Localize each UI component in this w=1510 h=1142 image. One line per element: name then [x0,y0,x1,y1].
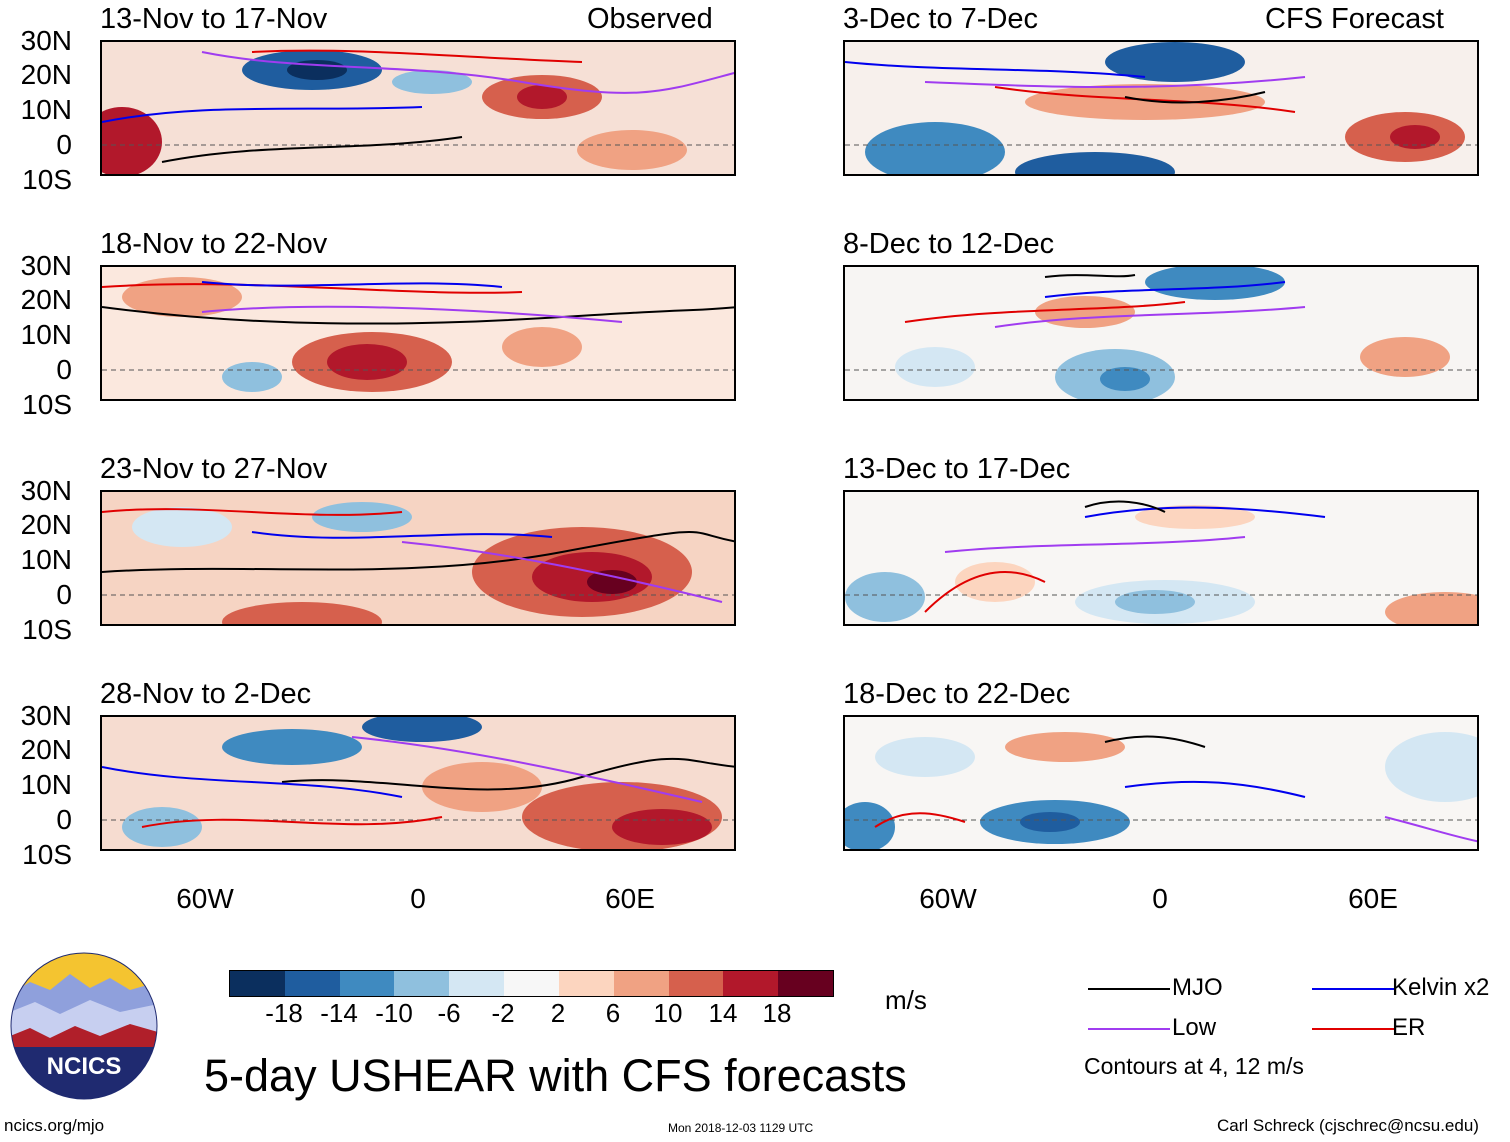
y-tick-label: 30N [20,250,72,281]
colorbar-tick: -18 [265,998,303,1028]
panel-title-fcst-1: 3-Dec to 7-Dec [843,3,1039,35]
y-tick-label: 30N [20,25,72,56]
panel-title-fcst-4: 18-Dec to 22-Dec [843,678,1071,710]
y-tick-label: 10S [22,839,72,870]
map-panel-obs-2 [100,265,736,401]
credit: Carl Schreck (cjschrec@ncsu.edu) [1217,1116,1479,1135]
colorbar-swatch [504,971,559,996]
colorbar-swatch [394,971,450,996]
colorbar-swatch [284,971,340,996]
timestamp: Mon 2018-12-03 1129 UTC [668,1121,814,1135]
y-tick-label: 10N [20,544,72,575]
map-panel-fcst-3 [843,490,1479,626]
colorbar-swatch [778,971,833,996]
y-tick-label: 20N [20,59,72,90]
y-tick-label: 10N [20,94,72,125]
legend-label-mjo: MJO [1172,974,1223,1001]
legend-label-low: Low [1172,1014,1217,1041]
site-link[interactable]: ncics.org/mjo [4,1116,105,1135]
main-title: 5-day USHEAR with CFS forecasts [204,1050,907,1101]
cfs-forecast-label: CFS Forecast [1265,3,1444,35]
y-tick-label: 20N [20,734,72,765]
colorbar-swatch [723,971,779,996]
legend-label-kelvin: Kelvin x2 [1392,974,1490,1001]
x-tick-label: 60E [1348,883,1398,914]
colorbar-swatch [339,971,395,996]
colorbar-tick: -10 [375,998,413,1028]
x-tick-label: 60E [605,883,655,914]
legend-note: Contours at 4, 12 m/s [1084,1053,1304,1079]
colorbar-tick: -14 [320,998,358,1028]
colorbar-tick: -6 [437,998,461,1028]
y-tick-label: 10S [22,164,72,195]
y-tick-label: 10S [22,614,72,645]
colorbar-tick: 14 [708,998,738,1028]
panel-title-obs-2: 18-Nov to 22-Nov [100,228,328,260]
colorbar-swatch [230,971,285,996]
y-tick-label: 0 [56,354,72,385]
logo-text: NCICS [47,1053,122,1080]
y-tick-label: 0 [56,804,72,835]
colorbar-tick: 10 [653,998,683,1028]
y-tick-label: 30N [20,475,72,506]
panel-title-fcst-3: 13-Dec to 17-Dec [843,453,1071,485]
colorbar-tick: 6 [605,998,621,1028]
x-tick-label: 0 [1152,883,1168,914]
map-panel-obs-1 [100,40,736,176]
y-tick-label: 0 [56,579,72,610]
legend-swatch-er [1312,1028,1394,1030]
legend-swatch-low [1088,1028,1170,1030]
y-tick-label: 10S [22,389,72,420]
colorbar-swatch [668,971,724,996]
legend-swatch-kelvin [1312,988,1394,990]
y-tick-label: 20N [20,509,72,540]
panel-title-obs-1: 13-Nov to 17-Nov [100,3,328,35]
y-tick-label: 10N [20,319,72,350]
y-tick-label: 30N [20,700,72,731]
legend-label-er: ER [1392,1014,1426,1041]
map-panel-obs-4 [100,715,736,851]
map-panel-obs-3 [100,490,736,626]
colorbar-tick: -2 [491,998,515,1028]
colorbar-tick: 18 [762,998,792,1028]
x-tick-label: 60W [919,883,977,914]
panel-title-obs-3: 23-Nov to 27-Nov [100,453,328,485]
map-panel-fcst-4 [843,715,1479,851]
panel-title-fcst-2: 8-Dec to 12-Dec [843,228,1055,260]
legend-swatch-mjo [1088,988,1170,990]
colorbar-swatch [558,971,614,996]
y-tick-label: 0 [56,129,72,160]
x-tick-label: 60W [176,883,234,914]
colorbar-swatch [613,971,669,996]
map-panel-fcst-2 [843,265,1479,401]
y-tick-label: 10N [20,769,72,800]
panel-title-obs-4: 28-Nov to 2-Dec [100,678,312,710]
colorbar-swatch [449,971,505,996]
y-tick-label: 20N [20,284,72,315]
colorbar-tick: 2 [550,998,566,1028]
observed-label: Observed [587,3,713,35]
x-tick-label: 0 [410,883,426,914]
colorbar-unit: m/s [885,985,927,1015]
colorbar [229,970,834,997]
map-panel-fcst-1 [843,40,1479,176]
ncics-logo: NCICS [10,952,158,1100]
